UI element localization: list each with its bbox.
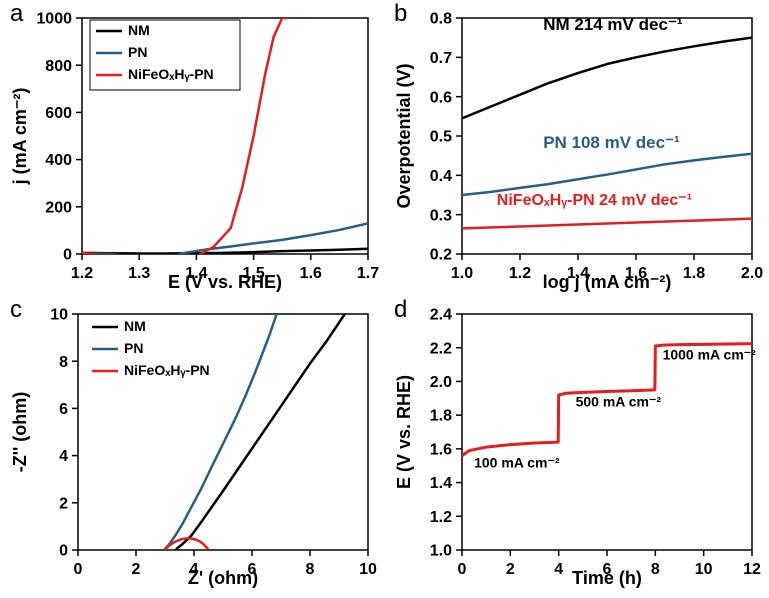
svg-text:0.8: 0.8 bbox=[430, 11, 452, 28]
svg-text:2.0: 2.0 bbox=[430, 374, 452, 391]
svg-text:NiFeOₓHᵧ-PN: NiFeOₓHᵧ-PN bbox=[128, 66, 214, 82]
panel-d: 0246810121.01.21.41.61.82.02.22.4Time (h… bbox=[392, 300, 764, 590]
svg-text:1.6: 1.6 bbox=[430, 441, 452, 458]
svg-text:10: 10 bbox=[50, 307, 68, 324]
panel-b: 1.01.21.41.61.82.00.20.30.40.50.60.70.8l… bbox=[392, 4, 764, 294]
svg-text:600: 600 bbox=[45, 105, 72, 122]
svg-text:2: 2 bbox=[59, 495, 68, 512]
svg-text:0.3: 0.3 bbox=[430, 207, 452, 224]
svg-text:0.2: 0.2 bbox=[430, 247, 452, 264]
svg-text:PN: PN bbox=[124, 340, 143, 356]
svg-text:Overpotential (V): Overpotential (V) bbox=[394, 63, 414, 208]
svg-text:8: 8 bbox=[59, 354, 68, 371]
panel-c: 02468100246810Z' (ohm)-Z'' (ohm)NMPNNiFe… bbox=[8, 300, 380, 590]
svg-text:0.7: 0.7 bbox=[430, 50, 452, 67]
svg-text:400: 400 bbox=[45, 152, 72, 169]
svg-text:1.6: 1.6 bbox=[300, 265, 322, 282]
svg-text:NiFeOₓHᵧ-PN: NiFeOₓHᵧ-PN bbox=[124, 362, 210, 378]
svg-text:4: 4 bbox=[554, 561, 563, 578]
svg-text:1.8: 1.8 bbox=[430, 408, 452, 425]
svg-text:0.6: 0.6 bbox=[430, 89, 452, 106]
svg-text:2: 2 bbox=[506, 561, 515, 578]
svg-text:j (mA cm⁻²): j (mA cm⁻²) bbox=[10, 88, 30, 186]
figure-root: a b c d 1.21.31.41.51.61.702004006008001… bbox=[0, 0, 769, 598]
svg-text:0: 0 bbox=[458, 561, 467, 578]
svg-text:log j (mA cm⁻²): log j (mA cm⁻²) bbox=[543, 272, 672, 292]
svg-text:Z' (ohm): Z' (ohm) bbox=[188, 568, 258, 588]
svg-text:1.0: 1.0 bbox=[451, 265, 473, 282]
svg-text:200: 200 bbox=[45, 199, 72, 216]
svg-text:10: 10 bbox=[695, 561, 713, 578]
svg-text:1000: 1000 bbox=[36, 11, 72, 28]
svg-text:0: 0 bbox=[74, 561, 83, 578]
svg-text:4: 4 bbox=[59, 448, 68, 465]
svg-text:8: 8 bbox=[651, 561, 660, 578]
svg-text:1.0: 1.0 bbox=[430, 543, 452, 560]
svg-text:1000 mA cm⁻²: 1000 mA cm⁻² bbox=[663, 347, 757, 363]
svg-text:Time (h): Time (h) bbox=[572, 568, 642, 588]
svg-text:NM: NM bbox=[128, 22, 150, 38]
svg-text:2.0: 2.0 bbox=[741, 265, 763, 282]
svg-text:2: 2 bbox=[132, 561, 141, 578]
svg-text:12: 12 bbox=[743, 561, 761, 578]
svg-text:0.5: 0.5 bbox=[430, 129, 452, 146]
svg-text:8: 8 bbox=[306, 561, 315, 578]
svg-text:1.2: 1.2 bbox=[430, 509, 452, 526]
svg-text:10: 10 bbox=[359, 561, 377, 578]
panel-a: 1.21.31.41.51.61.702004006008001000E (V … bbox=[8, 4, 380, 294]
svg-text:E (V vs. RHE): E (V vs. RHE) bbox=[394, 375, 414, 489]
svg-text:0: 0 bbox=[63, 247, 72, 264]
svg-text:2.2: 2.2 bbox=[430, 340, 452, 357]
svg-text:100 mA cm⁻²: 100 mA cm⁻² bbox=[474, 454, 560, 470]
svg-text:-Z'' (ohm): -Z'' (ohm) bbox=[10, 392, 30, 473]
svg-text:1.7: 1.7 bbox=[357, 265, 379, 282]
svg-text:2.4: 2.4 bbox=[430, 307, 452, 324]
svg-text:1.8: 1.8 bbox=[683, 265, 705, 282]
svg-text:NM 214 mV dec⁻¹: NM 214 mV dec⁻¹ bbox=[543, 15, 683, 34]
svg-text:1.2: 1.2 bbox=[509, 265, 531, 282]
svg-text:6: 6 bbox=[59, 401, 68, 418]
svg-text:PN 108 mV dec⁻¹: PN 108 mV dec⁻¹ bbox=[543, 133, 680, 152]
svg-text:NM: NM bbox=[124, 318, 146, 334]
svg-text:E (V vs. RHE): E (V vs. RHE) bbox=[168, 272, 282, 292]
svg-text:NiFeOₓHᵧ-PN 24 mV dec⁻¹: NiFeOₓHᵧ-PN 24 mV dec⁻¹ bbox=[497, 192, 692, 209]
svg-text:PN: PN bbox=[128, 44, 147, 60]
svg-text:1.3: 1.3 bbox=[128, 265, 150, 282]
svg-text:800: 800 bbox=[45, 58, 72, 75]
svg-text:1.4: 1.4 bbox=[430, 475, 452, 492]
svg-text:0.4: 0.4 bbox=[430, 168, 452, 185]
svg-text:0: 0 bbox=[59, 543, 68, 560]
svg-text:1.2: 1.2 bbox=[71, 265, 93, 282]
svg-text:500 mA cm⁻²: 500 mA cm⁻² bbox=[576, 394, 662, 410]
